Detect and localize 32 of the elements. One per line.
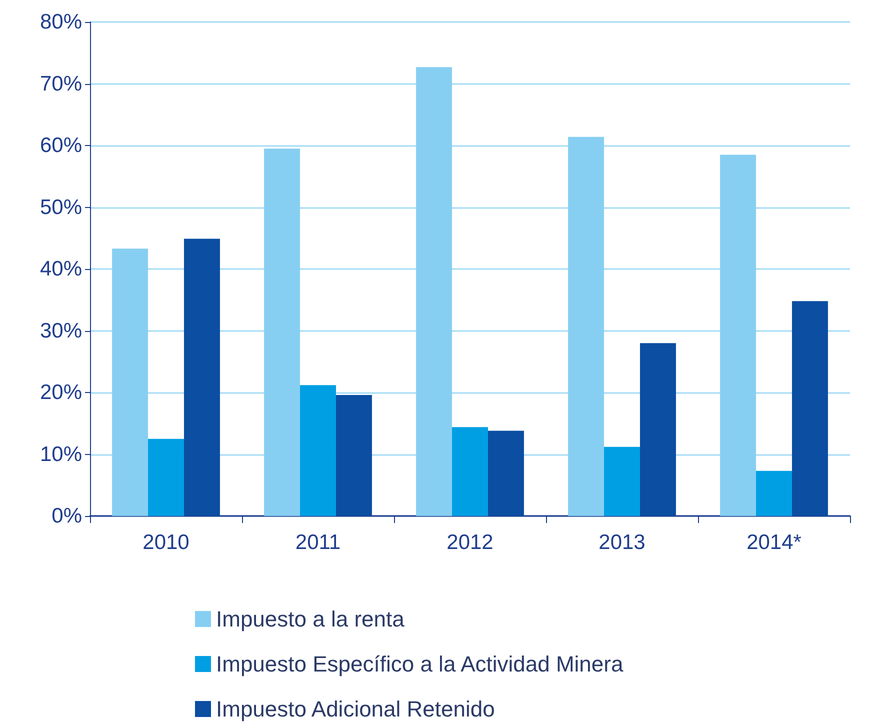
bar: [264, 148, 300, 516]
legend-label: Impuesto a la renta: [216, 606, 406, 632]
bar: [184, 238, 220, 516]
bar: [148, 438, 184, 516]
bar: [640, 343, 676, 516]
bar: [792, 301, 828, 516]
y-tick-label: 10%: [40, 442, 82, 466]
y-tick-label: 20%: [40, 381, 82, 404]
bar: [720, 154, 756, 516]
legend-label: Impuesto Adicional Retenido: [216, 696, 495, 722]
y-tick-label: 80%: [40, 10, 82, 34]
legend-label: Impuesto Específico a la Actividad Minera: [216, 652, 624, 676]
bar: [300, 385, 336, 516]
y-tick-label: 60%: [40, 134, 82, 157]
x-tick-label: 2011: [295, 531, 341, 554]
x-tick-label: 2010: [142, 531, 190, 554]
bar: [112, 248, 148, 516]
bar: [568, 136, 604, 516]
bar: [604, 446, 640, 516]
bar: [336, 394, 372, 516]
bar: [452, 427, 488, 516]
y-tick-label: 40%: [40, 258, 82, 280]
x-tick-label: 2012: [446, 531, 494, 554]
bar: [416, 67, 452, 516]
x-tick-label: 2014*: [746, 531, 802, 554]
y-tick-label: 30%: [40, 319, 82, 342]
bar: [488, 430, 524, 516]
y-tick-label: 70%: [40, 72, 82, 96]
bar: [756, 470, 792, 516]
x-tick-label: 2013: [598, 531, 646, 554]
y-tick-label: 50%: [40, 196, 82, 219]
y-tick-label: 0%: [52, 504, 82, 528]
